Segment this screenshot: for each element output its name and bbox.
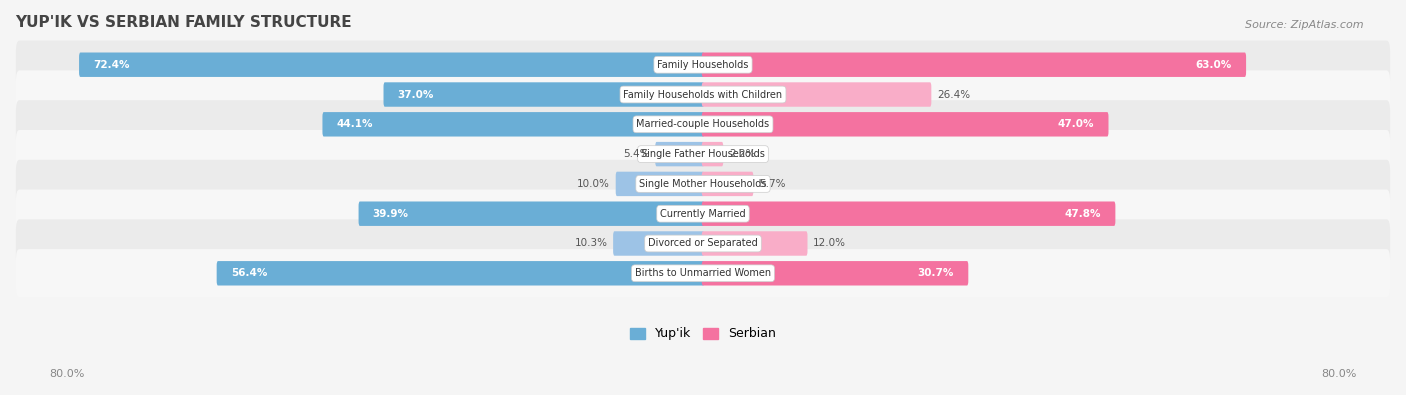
FancyBboxPatch shape <box>384 82 704 107</box>
Text: 47.0%: 47.0% <box>1057 119 1094 129</box>
FancyBboxPatch shape <box>15 100 1391 149</box>
Text: 39.9%: 39.9% <box>373 209 409 219</box>
Text: 80.0%: 80.0% <box>49 369 84 379</box>
FancyBboxPatch shape <box>15 190 1391 238</box>
FancyBboxPatch shape <box>15 249 1391 297</box>
FancyBboxPatch shape <box>616 172 704 196</box>
Text: Currently Married: Currently Married <box>661 209 745 219</box>
Text: Single Mother Households: Single Mother Households <box>640 179 766 189</box>
FancyBboxPatch shape <box>79 53 704 77</box>
FancyBboxPatch shape <box>15 160 1391 208</box>
Text: Married-couple Households: Married-couple Households <box>637 119 769 129</box>
FancyBboxPatch shape <box>655 142 704 166</box>
FancyBboxPatch shape <box>613 231 704 256</box>
FancyBboxPatch shape <box>702 261 969 286</box>
Text: 5.7%: 5.7% <box>759 179 786 189</box>
Text: 63.0%: 63.0% <box>1195 60 1232 70</box>
FancyBboxPatch shape <box>15 70 1391 118</box>
Text: 30.7%: 30.7% <box>918 268 955 278</box>
Text: Source: ZipAtlas.com: Source: ZipAtlas.com <box>1246 20 1364 30</box>
Text: 12.0%: 12.0% <box>813 239 846 248</box>
FancyBboxPatch shape <box>702 53 1246 77</box>
Text: 10.3%: 10.3% <box>575 239 607 248</box>
FancyBboxPatch shape <box>15 219 1391 268</box>
Text: 72.4%: 72.4% <box>93 60 129 70</box>
FancyBboxPatch shape <box>702 172 754 196</box>
FancyBboxPatch shape <box>702 112 1108 137</box>
Text: 37.0%: 37.0% <box>398 90 434 100</box>
Text: 10.0%: 10.0% <box>578 179 610 189</box>
FancyBboxPatch shape <box>15 130 1391 178</box>
FancyBboxPatch shape <box>359 201 704 226</box>
FancyBboxPatch shape <box>702 82 931 107</box>
FancyBboxPatch shape <box>15 41 1391 89</box>
FancyBboxPatch shape <box>702 231 807 256</box>
FancyBboxPatch shape <box>702 142 723 166</box>
FancyBboxPatch shape <box>322 112 704 137</box>
Legend: Yup'ik, Serbian: Yup'ik, Serbian <box>624 322 782 346</box>
Text: Single Father Households: Single Father Households <box>641 149 765 159</box>
Text: 5.4%: 5.4% <box>623 149 650 159</box>
Text: Family Households with Children: Family Households with Children <box>623 90 783 100</box>
Text: 2.2%: 2.2% <box>728 149 755 159</box>
FancyBboxPatch shape <box>217 261 704 286</box>
Text: 47.8%: 47.8% <box>1064 209 1101 219</box>
Text: 80.0%: 80.0% <box>1322 369 1357 379</box>
FancyBboxPatch shape <box>702 201 1115 226</box>
Text: Births to Unmarried Women: Births to Unmarried Women <box>636 268 770 278</box>
Text: 56.4%: 56.4% <box>231 268 267 278</box>
Text: Divorced or Separated: Divorced or Separated <box>648 239 758 248</box>
Text: Family Households: Family Households <box>658 60 748 70</box>
Text: 44.1%: 44.1% <box>336 119 373 129</box>
Text: YUP'IK VS SERBIAN FAMILY STRUCTURE: YUP'IK VS SERBIAN FAMILY STRUCTURE <box>15 15 352 30</box>
Text: 26.4%: 26.4% <box>936 90 970 100</box>
